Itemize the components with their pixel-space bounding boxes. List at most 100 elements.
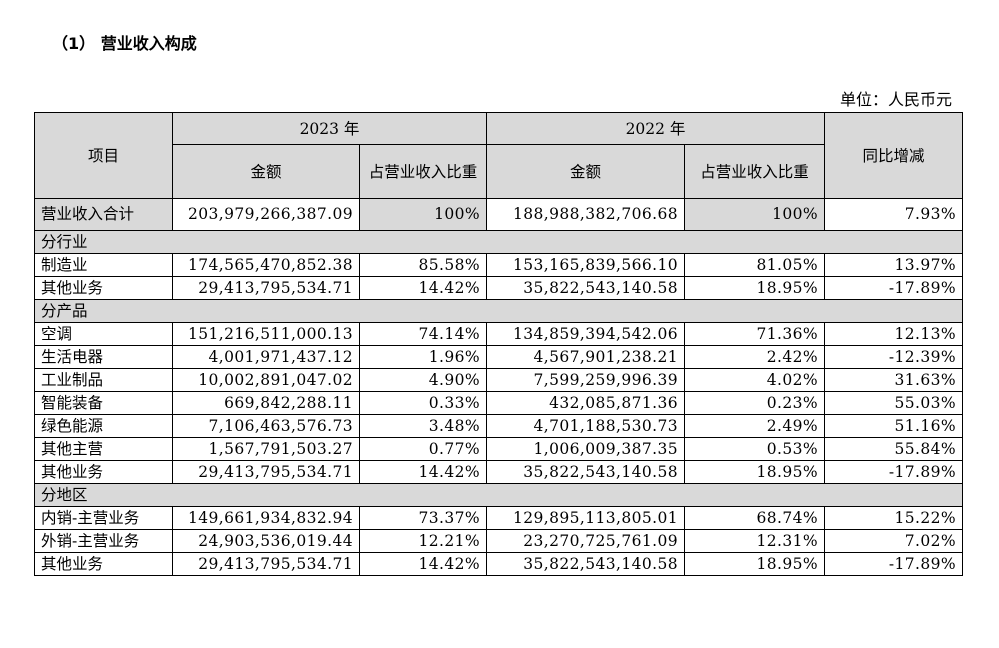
yoy-cell: 12.13% xyxy=(824,322,963,346)
header-amount-2022: 金额 xyxy=(486,144,685,199)
amount-2022-cell: 4,567,901,238.21 xyxy=(486,345,685,369)
section-row: 分行业 xyxy=(34,230,963,254)
share-2023-cell: 74.14% xyxy=(359,322,487,346)
row-label: 绿色能源 xyxy=(34,414,173,438)
amount-2023-cell: 29,413,795,534.71 xyxy=(172,460,360,484)
yoy-cell: 15.22% xyxy=(824,506,963,530)
amount-2022-cell: 35,822,543,140.58 xyxy=(486,460,685,484)
share-2023-cell: 1.96% xyxy=(359,345,487,369)
share-2022-cell: 100% xyxy=(684,198,825,231)
share-2023-cell: 73.37% xyxy=(359,506,487,530)
yoy-cell: 55.84% xyxy=(824,437,963,461)
share-2023-cell: 85.58% xyxy=(359,253,487,277)
amount-2022-cell: 23,270,725,761.09 xyxy=(486,529,685,553)
section-title-cell: 分行业 xyxy=(34,230,963,254)
amount-2023-cell: 1,567,791,503.27 xyxy=(172,437,360,461)
unit-label: 单位：人民币元 xyxy=(839,90,952,109)
row-label: 外销-主营业务 xyxy=(34,529,173,553)
share-2023-cell: 12.21% xyxy=(359,529,487,553)
amount-2022-cell: 7,599,259,996.39 xyxy=(486,368,685,392)
table-row: 其他业务 29,413,795,534.71 14.42% 35,822,543,14… xyxy=(34,460,963,484)
row-label: 其他业务 xyxy=(34,276,173,300)
amount-2022-cell: 153,165,839,566.10 xyxy=(486,253,685,277)
yoy-cell: -17.89% xyxy=(824,460,963,484)
table-row: 外销-主营业务 24,903,536,019.44 12.21% 23,270,725… xyxy=(34,529,963,553)
table-row: 内销-主营业务 149,661,934,832.94 73.37% 129,895,1… xyxy=(34,506,963,530)
amount-2023-cell: 669,842,288.11 xyxy=(172,391,360,415)
share-2022-cell: 0.53% xyxy=(684,437,825,461)
amount-2023-cell: 4,001,971,437.12 xyxy=(172,345,360,369)
share-2022-cell: 2.42% xyxy=(684,345,825,369)
amount-2022-cell: 432,085,871.36 xyxy=(486,391,685,415)
table-body: 营业收入合计 203,979,266,387.09 100% 188,988,3… xyxy=(34,198,963,576)
row-label: 其他业务 xyxy=(34,460,173,484)
amount-2022-cell: 134,859,394,542.06 xyxy=(486,322,685,346)
yoy-cell: 7.02% xyxy=(824,529,963,553)
amount-2023-cell: 149,661,934,832.94 xyxy=(172,506,360,530)
share-2022-cell: 18.95% xyxy=(684,460,825,484)
amount-2023-cell: 29,413,795,534.71 xyxy=(172,276,360,300)
yoy-cell: 7.93% xyxy=(824,198,963,231)
share-2022-cell: 81.05% xyxy=(684,253,825,277)
share-2023-cell: 0.77% xyxy=(359,437,487,461)
section-title-cell: 分地区 xyxy=(34,483,963,507)
amount-2023-cell: 24,903,536,019.44 xyxy=(172,529,360,553)
total-row: 营业收入合计 203,979,266,387.09 100% 188,988,3… xyxy=(34,198,963,231)
row-label: 工业制品 xyxy=(34,368,173,392)
share-2023-cell: 14.42% xyxy=(359,276,487,300)
section-title: （1） 营业收入构成 xyxy=(52,34,197,53)
amount-2023-cell: 174,565,470,852.38 xyxy=(172,253,360,277)
share-2022-cell: 71.36% xyxy=(684,322,825,346)
share-2022-cell: 0.23% xyxy=(684,391,825,415)
share-2023-cell: 0.33% xyxy=(359,391,487,415)
share-2022-cell: 18.95% xyxy=(684,276,825,300)
row-label: 智能装备 xyxy=(34,391,173,415)
amount-2023-cell: 203,979,266,387.09 xyxy=(172,198,360,231)
share-2022-cell: 4.02% xyxy=(684,368,825,392)
share-2023-cell: 3.48% xyxy=(359,414,487,438)
yoy-cell: -12.39% xyxy=(824,345,963,369)
yoy-cell: 51.16% xyxy=(824,414,963,438)
header-year-2022: 2022 年 xyxy=(486,112,825,145)
header-year-2023: 2023 年 xyxy=(172,112,487,145)
table-row: 空调 151,216,511,000.13 74.14% 134,859,394,54… xyxy=(34,322,963,346)
table-row: 其他业务 29,413,795,534.71 14.42% 35,822,543,14… xyxy=(34,276,963,300)
table-row: 其他业务 29,413,795,534.71 14.42% 35,822,543,14… xyxy=(34,552,963,576)
amount-2023-cell: 10,002,891,047.02 xyxy=(172,368,360,392)
amount-2023-cell: 29,413,795,534.71 xyxy=(172,552,360,576)
share-2022-cell: 2.49% xyxy=(684,414,825,438)
section-title-cell: 分产品 xyxy=(34,299,963,323)
section-row: 分地区 xyxy=(34,483,963,507)
share-2023-cell: 4.90% xyxy=(359,368,487,392)
yoy-cell: -17.89% xyxy=(824,552,963,576)
row-label: 营业收入合计 xyxy=(34,198,173,231)
amount-2022-cell: 35,822,543,140.58 xyxy=(486,552,685,576)
header-yoy: 同比增减 xyxy=(824,112,963,199)
header-item: 项目 xyxy=(34,112,173,199)
amount-2023-cell: 7,106,463,576.73 xyxy=(172,414,360,438)
table-row: 制造业 174,565,470,852.38 85.58% 153,165,839,5… xyxy=(34,253,963,277)
yoy-cell: 55.03% xyxy=(824,391,963,415)
share-2023-cell: 100% xyxy=(359,198,487,231)
table-row: 工业制品 10,002,891,047.02 4.90% 7,599,259,996.… xyxy=(34,368,963,392)
row-label: 内销-主营业务 xyxy=(34,506,173,530)
amount-2022-cell: 4,701,188,530.73 xyxy=(486,414,685,438)
amount-2022-cell: 129,895,113,805.01 xyxy=(486,506,685,530)
amount-2022-cell: 1,006,009,387.35 xyxy=(486,437,685,461)
amount-2022-cell: 35,822,543,140.58 xyxy=(486,276,685,300)
row-label: 生活电器 xyxy=(34,345,173,369)
header-share-2023: 占营业收入比重 xyxy=(359,144,487,199)
row-label: 空调 xyxy=(34,322,173,346)
share-2022-cell: 68.74% xyxy=(684,506,825,530)
share-2023-cell: 14.42% xyxy=(359,460,487,484)
share-2022-cell: 18.95% xyxy=(684,552,825,576)
table-row: 生活电器 4,001,971,437.12 1.96% 4,567,901,238.2… xyxy=(34,345,963,369)
header-share-2022: 占营业收入比重 xyxy=(684,144,825,199)
table-row: 绿色能源 7,106,463,576.73 3.48% 4,701,188,530.7… xyxy=(34,414,963,438)
revenue-composition-table: 项目 2023 年 2022 年 同比增减 金额 占营业收入比重 金额 占营业收… xyxy=(34,112,963,576)
table-row: 其他主营 1,567,791,503.27 0.77% 1,006,009,387.3… xyxy=(34,437,963,461)
share-2022-cell: 12.31% xyxy=(684,529,825,553)
row-label: 其他业务 xyxy=(34,552,173,576)
share-2023-cell: 14.42% xyxy=(359,552,487,576)
amount-2023-cell: 151,216,511,000.13 xyxy=(172,322,360,346)
